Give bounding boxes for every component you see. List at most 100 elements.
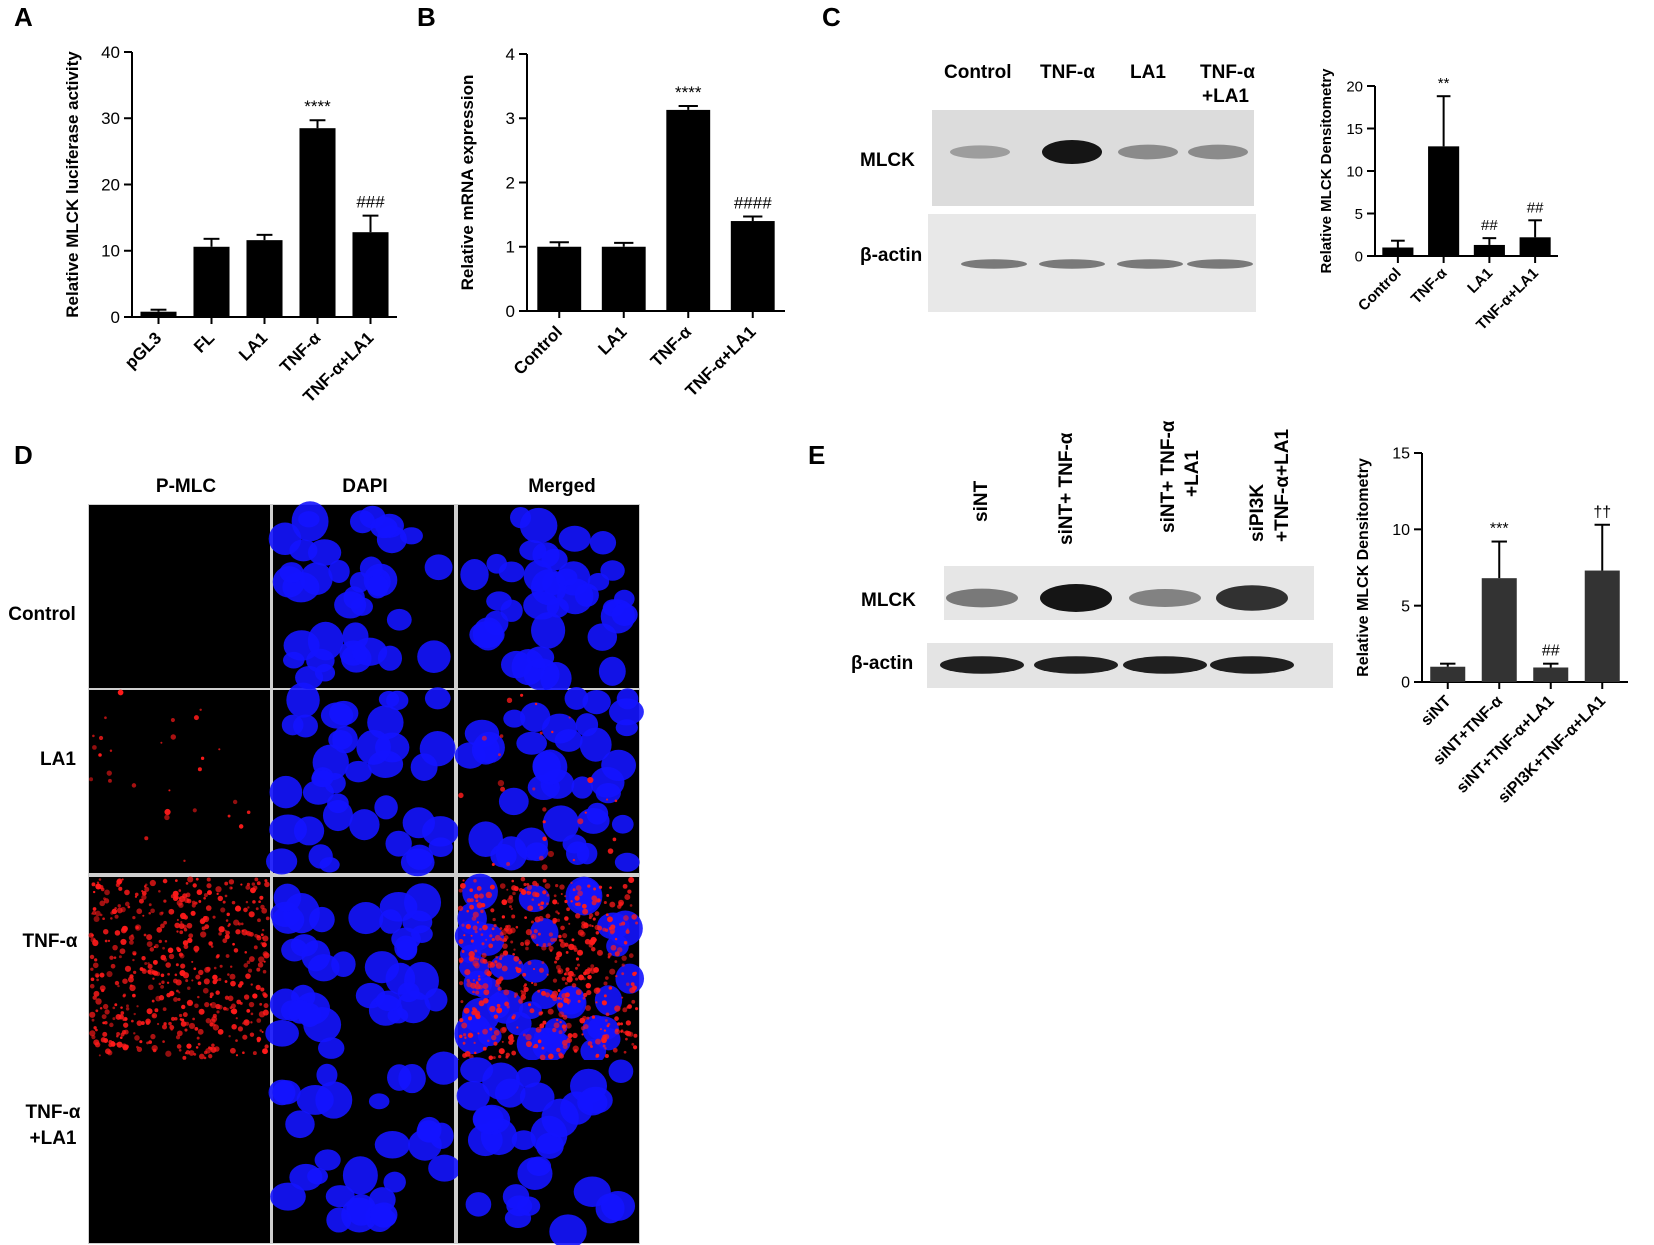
p-mlc-signal xyxy=(231,900,236,905)
chart-B-bar xyxy=(601,246,646,311)
p-mlc-signal xyxy=(138,898,144,904)
p-mlc-signal xyxy=(570,900,573,903)
p-mlc-signal xyxy=(538,915,544,922)
p-mlc-signal xyxy=(112,944,118,951)
p-mlc-signal xyxy=(174,922,181,929)
p-mlc-signal xyxy=(117,984,120,988)
p-mlc-signal xyxy=(506,1005,510,1009)
p-mlc-signal xyxy=(499,927,503,930)
p-mlc-signal xyxy=(471,916,477,921)
p-mlc-signal xyxy=(498,976,504,982)
p-mlc-signal xyxy=(162,878,168,884)
p-mlc-signal xyxy=(176,947,182,953)
p-mlc-signal xyxy=(552,1027,557,1033)
p-mlc-signal xyxy=(197,1028,204,1035)
p-mlc-signal xyxy=(162,1007,167,1012)
chart-B-significance-label: **** xyxy=(675,83,702,102)
p-mlc-signal xyxy=(246,960,251,965)
p-mlc-signal xyxy=(547,942,552,947)
p-mlc-signal xyxy=(542,836,547,842)
blot-c-actin-band xyxy=(961,259,1027,269)
p-mlc-signal xyxy=(598,885,603,889)
p-mlc-signal xyxy=(489,884,495,890)
p-mlc-signal xyxy=(623,1050,627,1054)
p-mlc-signal xyxy=(459,981,464,986)
p-mlc-signal xyxy=(172,978,178,984)
p-mlc-signal xyxy=(101,1014,107,1020)
dapi-nucleus xyxy=(521,959,549,983)
p-mlc-signal xyxy=(603,1029,607,1032)
dapi-nucleus xyxy=(397,982,420,1003)
p-mlc-signal xyxy=(93,915,100,922)
p-mlc-signal xyxy=(103,898,110,904)
dapi-nucleus xyxy=(281,714,304,736)
p-mlc-signal xyxy=(565,998,569,1002)
microscopy-panel-d: P-MLC DAPI Merged Control LA1 TNF-α TNF-… xyxy=(8,476,645,1245)
p-mlc-signal xyxy=(134,892,139,897)
p-mlc-signal xyxy=(561,993,567,999)
p-mlc-signal xyxy=(473,1051,477,1055)
p-mlc-signal xyxy=(559,1020,562,1024)
blot-e-mlck-band xyxy=(1040,584,1112,612)
p-mlc-signal xyxy=(468,1016,473,1021)
p-mlc-signal xyxy=(458,792,464,799)
p-mlc-signal xyxy=(547,1008,554,1015)
p-mlc-signal xyxy=(577,890,583,897)
p-mlc-signal xyxy=(204,924,210,930)
p-mlc-signal xyxy=(245,973,251,979)
p-mlc-signal xyxy=(482,1028,488,1035)
p-mlc-signal xyxy=(579,931,586,937)
dapi-nucleus xyxy=(510,506,532,529)
p-mlc-signal xyxy=(538,967,544,973)
p-mlc-signal xyxy=(118,886,123,891)
p-mlc-signal xyxy=(250,1021,253,1024)
p-mlc-signal xyxy=(256,1038,261,1043)
p-mlc-signal xyxy=(596,949,603,956)
dapi-nucleus xyxy=(428,1154,461,1182)
p-mlc-signal xyxy=(606,1024,610,1028)
chart-b: 0 1 2 3 4 Relative mRNA expression Control LA1 *… xyxy=(458,45,785,400)
p-mlc-signal xyxy=(501,929,508,936)
dapi-nucleus xyxy=(334,591,367,619)
p-mlc-signal xyxy=(528,1003,532,1007)
p-mlc-signal xyxy=(614,1005,621,1012)
p-mlc-signal xyxy=(212,974,218,981)
p-mlc-signal xyxy=(459,1018,464,1023)
p-mlc-signal xyxy=(542,890,547,895)
p-mlc-signal xyxy=(180,1021,187,1027)
p-mlc-signal xyxy=(176,1044,182,1049)
p-mlc-signal xyxy=(162,1040,165,1043)
p-mlc-signal xyxy=(490,908,495,913)
p-mlc-signal xyxy=(624,942,627,945)
p-mlc-signal xyxy=(553,1022,560,1029)
dapi-nucleus xyxy=(370,1202,398,1228)
p-mlc-signal xyxy=(127,976,134,983)
p-mlc-signal xyxy=(181,1004,186,1010)
p-mlc-signal xyxy=(148,903,152,907)
dapi-nucleus xyxy=(416,1120,441,1143)
dapi-nucleus xyxy=(319,857,340,873)
p-mlc-signal xyxy=(629,904,633,907)
p-mlc-signal xyxy=(178,902,184,908)
p-mlc-signal xyxy=(147,962,150,965)
microscopy-tile xyxy=(89,1060,270,1243)
p-mlc-signal xyxy=(227,995,234,1002)
p-mlc-signal xyxy=(108,1040,113,1044)
p-mlc-signal xyxy=(591,946,596,952)
p-mlc-signal xyxy=(219,964,223,968)
chart-a: 0 10 20 30 40 Relative MLCK luciferase activi… xyxy=(63,43,397,406)
dapi-nucleus xyxy=(268,522,302,556)
p-mlc-signal xyxy=(102,917,105,921)
p-mlc-signal xyxy=(231,1024,237,1030)
p-mlc-signal xyxy=(488,943,494,949)
dapi-nucleus xyxy=(589,531,617,555)
p-mlc-signal xyxy=(621,972,625,976)
blot-e-lane-label-1: siNT xyxy=(971,480,992,522)
p-mlc-signal xyxy=(139,967,144,971)
p-mlc-signal xyxy=(217,1029,224,1035)
p-mlc-signal xyxy=(487,1039,490,1043)
p-mlc-signal xyxy=(232,942,235,946)
p-mlc-signal xyxy=(605,976,609,980)
p-mlc-signal xyxy=(542,878,547,883)
dapi-nucleus xyxy=(541,548,568,571)
